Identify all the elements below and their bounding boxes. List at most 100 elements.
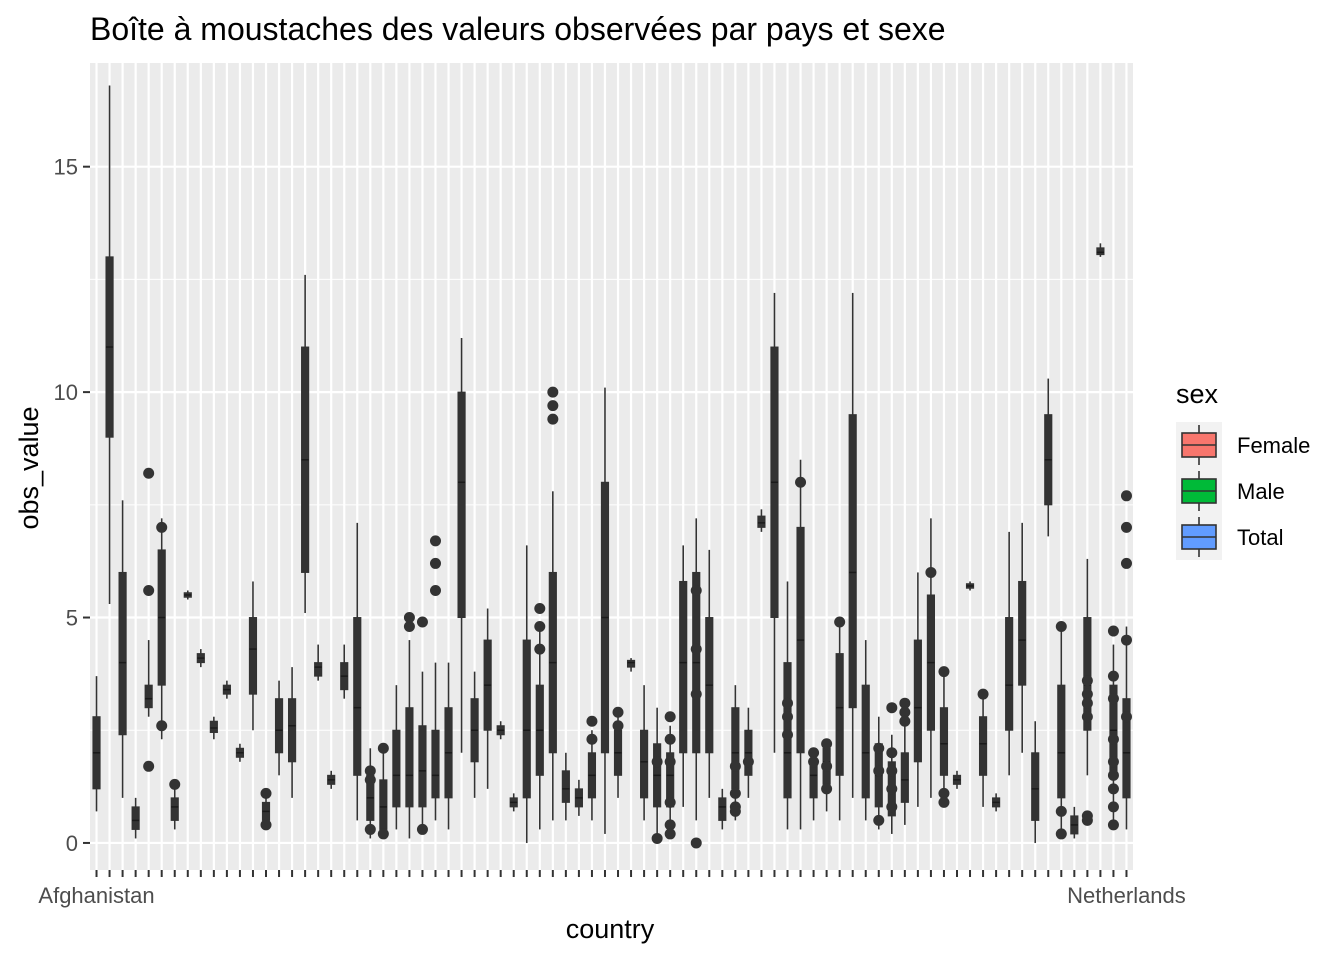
country-box: [169, 778, 181, 830]
box-iqr: [1122, 698, 1131, 799]
country-box: [353, 522, 362, 821]
outlier-point: [403, 612, 415, 624]
box-iqr: [1005, 617, 1014, 731]
legend-label-male: Male: [1237, 479, 1285, 504]
y-tick-label: 0: [66, 831, 78, 856]
outlier-point: [899, 715, 911, 727]
legend-label-total: Total: [1237, 525, 1283, 550]
country-box: [782, 581, 794, 830]
y-axis: 0 5 10 15: [54, 155, 90, 856]
country-box: [534, 603, 546, 830]
outlier-point: [886, 765, 898, 777]
panel-background: [90, 63, 1133, 870]
outlier-point: [729, 760, 741, 772]
country-box: [457, 338, 466, 753]
outlier-point: [1120, 557, 1132, 569]
country-box: [992, 793, 1001, 812]
country-box: [509, 793, 518, 812]
box-iqr: [353, 617, 362, 776]
outlier-point: [586, 733, 598, 745]
outlier-point: [651, 832, 663, 844]
outlier-point: [782, 729, 794, 741]
outlier-point: [547, 400, 559, 412]
outlier-point: [977, 688, 989, 700]
outlier-point: [143, 760, 155, 772]
country-box: [965, 581, 975, 591]
outlier-point: [782, 697, 794, 709]
outlier-point: [664, 796, 676, 808]
country-box: [301, 274, 310, 614]
country-box: [600, 387, 610, 834]
country-box: [1096, 243, 1105, 257]
box-iqr: [900, 752, 909, 803]
country-box: [1070, 806, 1079, 839]
outlier-point: [143, 584, 155, 596]
box-iqr: [718, 797, 727, 821]
x-axis: Afghanistan Netherlands: [38, 870, 1186, 908]
outlier-point: [808, 747, 820, 759]
outlier-point: [156, 521, 168, 533]
outlier-point: [729, 805, 741, 817]
outlier-point: [260, 819, 272, 831]
box-iqr: [418, 725, 427, 808]
outlier-point: [547, 386, 559, 398]
country-box: [1031, 721, 1040, 843]
outlier-point: [429, 535, 441, 547]
country-box: [742, 707, 754, 798]
box-iqr: [1018, 580, 1027, 686]
outlier-point: [938, 796, 950, 808]
country-box: [496, 721, 505, 740]
outlier-point: [1120, 490, 1132, 502]
country-box: [718, 788, 727, 830]
country-box: [377, 742, 389, 840]
box-iqr: [861, 684, 870, 799]
outlier-point: [143, 467, 155, 479]
country-box: [664, 711, 676, 840]
box-iqr: [118, 571, 127, 736]
country-box: [118, 500, 127, 798]
outlier-point: [821, 738, 833, 750]
box-iqr: [640, 729, 649, 799]
country-box: [364, 748, 376, 839]
outlier-point: [886, 702, 898, 714]
country-box: [429, 535, 441, 821]
box-iqr: [835, 653, 844, 776]
country-box: [131, 797, 140, 839]
legend-label-female: Female: [1237, 433, 1310, 458]
country-box: [834, 616, 846, 821]
outlier-point: [364, 774, 376, 786]
boxes-layer: [92, 85, 1132, 849]
outlier-point: [1081, 711, 1093, 723]
country-box: [574, 779, 583, 816]
box-iqr: [522, 639, 531, 799]
box-iqr: [757, 515, 766, 528]
outlier-point: [873, 742, 885, 754]
country-box: [196, 649, 205, 668]
country-box: [416, 616, 428, 835]
outlier-point: [886, 747, 898, 759]
country-box: [612, 706, 624, 798]
outlier-point: [873, 814, 885, 826]
outlier-point: [664, 819, 676, 831]
country-box: [561, 752, 570, 821]
outlier-point: [664, 828, 676, 840]
outlier-point: [938, 666, 950, 678]
country-box: [274, 680, 284, 776]
box-iqr: [1031, 752, 1040, 821]
outlier-point: [1107, 819, 1119, 831]
country-box: [1055, 621, 1067, 840]
country-box: [392, 685, 401, 830]
country-box: [977, 688, 989, 807]
outlier-point: [1120, 521, 1132, 533]
country-box: [626, 658, 636, 672]
box-iqr: [170, 797, 179, 821]
box-iqr: [913, 639, 922, 763]
outlier-point: [429, 584, 441, 596]
outlier-point: [403, 621, 415, 633]
outlier-point: [612, 720, 624, 732]
outlier-point: [795, 476, 807, 488]
outlier-point: [547, 413, 559, 425]
box-iqr: [379, 779, 388, 830]
country-box: [886, 702, 898, 834]
country-box: [235, 743, 245, 762]
